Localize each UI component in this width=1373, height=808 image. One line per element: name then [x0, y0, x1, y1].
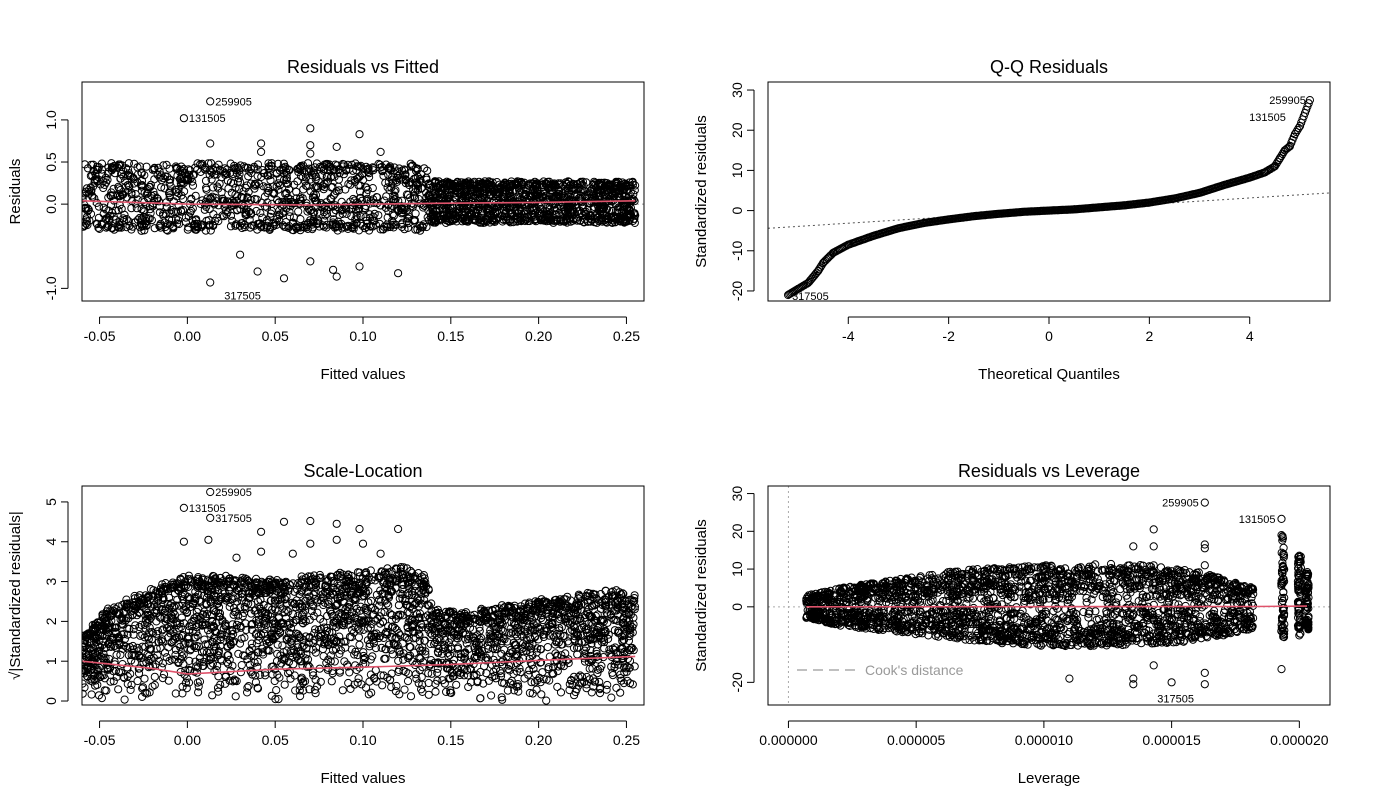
- chart-title: Residuals vs Leverage: [958, 461, 1140, 481]
- plot-frame: [767, 485, 1331, 706]
- y-tick-label: 2: [43, 617, 59, 625]
- legend-label: Cook's distance: [865, 662, 964, 678]
- y-tick-label: 0.0: [43, 194, 59, 214]
- data-points: [783, 96, 1314, 300]
- x-tick-label: 2: [1145, 328, 1153, 344]
- x-tick-label: 0: [1045, 328, 1053, 344]
- y-tick-label: 5: [43, 498, 59, 506]
- chart-panel-4: Residuals vs Leverage Leverage Standardize…: [693, 461, 1331, 787]
- x-tick-label: 0.00: [174, 732, 201, 748]
- x-axis-label: Fitted values: [320, 770, 405, 787]
- smooth-line: [806, 605, 1308, 608]
- chart-panel-1: Residuals vs Fitted Fitted values Residual…: [7, 57, 645, 383]
- point-label: 317505: [1157, 693, 1194, 705]
- x-tick-label: 0.000005: [887, 732, 946, 748]
- point-label: 259905: [215, 487, 252, 499]
- x-tick-label: 0.05: [262, 328, 289, 344]
- x-axis-label: Fitted values: [320, 366, 405, 383]
- x-tick-label: -0.05: [84, 732, 116, 748]
- y-axis-label: Standardized residuals: [693, 519, 710, 672]
- chart-panel-2: Q-Q Residuals Theoretical Quantiles Standa…: [693, 57, 1331, 383]
- data-points: [82, 97, 640, 287]
- point-label: 317505: [215, 513, 252, 525]
- x-tick-label: 0.000010: [1015, 732, 1074, 748]
- y-tick-label: -10: [729, 240, 745, 260]
- point-label: 131505: [189, 503, 226, 515]
- y-tick-label: -1.0: [43, 276, 59, 300]
- x-tick-label: 0.00: [174, 328, 201, 344]
- y-tick-label: 20: [729, 122, 745, 138]
- x-tick-label: -2: [942, 328, 955, 344]
- point-label: 259905: [215, 96, 252, 108]
- plot-frame: [81, 485, 645, 706]
- y-tick-label: 30: [729, 82, 745, 98]
- plot-area: [82, 487, 640, 705]
- x-tick-label: 0.000015: [1142, 732, 1201, 748]
- x-tick-label: 0.000020: [1270, 732, 1329, 748]
- chart-panel-3: Scale-Location Fitted values √|Standardize…: [7, 461, 645, 787]
- x-tick-label: 0.25: [613, 328, 640, 344]
- x-tick-label: 4: [1246, 328, 1254, 344]
- point-label: 259905: [1162, 498, 1199, 510]
- data-points: [802, 498, 1313, 689]
- point-label: 259905: [1269, 95, 1306, 107]
- point-label: 317505: [792, 291, 829, 303]
- x-tick-label: -4: [842, 328, 855, 344]
- plot-area: [82, 97, 644, 287]
- y-tick-label: 1: [43, 657, 59, 665]
- smooth-line: [82, 655, 636, 675]
- y-tick-label: 0: [729, 603, 745, 611]
- y-axis-label: Standardized residuals: [693, 115, 710, 268]
- x-axis-label: Theoretical Quantiles: [978, 366, 1120, 383]
- data-points: [82, 487, 640, 705]
- x-tick-label: 0.05: [262, 732, 289, 748]
- y-tick-label: -20: [729, 672, 745, 692]
- y-tick-label: 3: [43, 577, 59, 585]
- y-tick-label: -20: [729, 281, 745, 301]
- x-tick-label: 0.25: [613, 732, 640, 748]
- smooth-line: [82, 200, 636, 206]
- plot-frame: [767, 81, 1331, 302]
- y-tick-label: 0: [729, 206, 745, 214]
- y-axis-label: √|Standardized residuals|: [7, 511, 24, 680]
- x-tick-label: 0.000000: [759, 732, 818, 748]
- y-tick-label: 1.0: [43, 110, 59, 130]
- x-tick-label: 0.15: [437, 328, 464, 344]
- x-axis-label: Leverage: [1018, 770, 1081, 787]
- plot-area: [768, 486, 1330, 705]
- point-label: 131505: [189, 113, 226, 125]
- plot-frame: [81, 81, 645, 302]
- plot-area: [768, 96, 1330, 300]
- y-tick-label: 20: [729, 523, 745, 539]
- x-tick-label: 0.10: [349, 732, 376, 748]
- y-axis-label: Residuals: [7, 159, 24, 225]
- x-tick-label: -0.05: [84, 328, 116, 344]
- point-label: 131505: [1249, 112, 1286, 124]
- x-tick-label: 0.20: [525, 732, 552, 748]
- x-tick-label: 0.15: [437, 732, 464, 748]
- y-tick-label: 0.5: [43, 152, 59, 172]
- chart-title: Residuals vs Fitted: [287, 57, 439, 77]
- y-tick-label: 10: [729, 561, 745, 577]
- x-tick-label: 0.10: [349, 328, 376, 344]
- point-label: 317505: [224, 290, 261, 302]
- chart-title: Q-Q Residuals: [990, 57, 1108, 77]
- point-label: 131505: [1239, 514, 1276, 526]
- chart-title: Scale-Location: [303, 461, 422, 481]
- y-tick-label: 4: [43, 538, 59, 546]
- y-tick-label: 0: [43, 697, 59, 705]
- y-tick-label: 30: [729, 486, 745, 502]
- y-tick-label: 10: [729, 162, 745, 178]
- x-tick-label: 0.20: [525, 328, 552, 344]
